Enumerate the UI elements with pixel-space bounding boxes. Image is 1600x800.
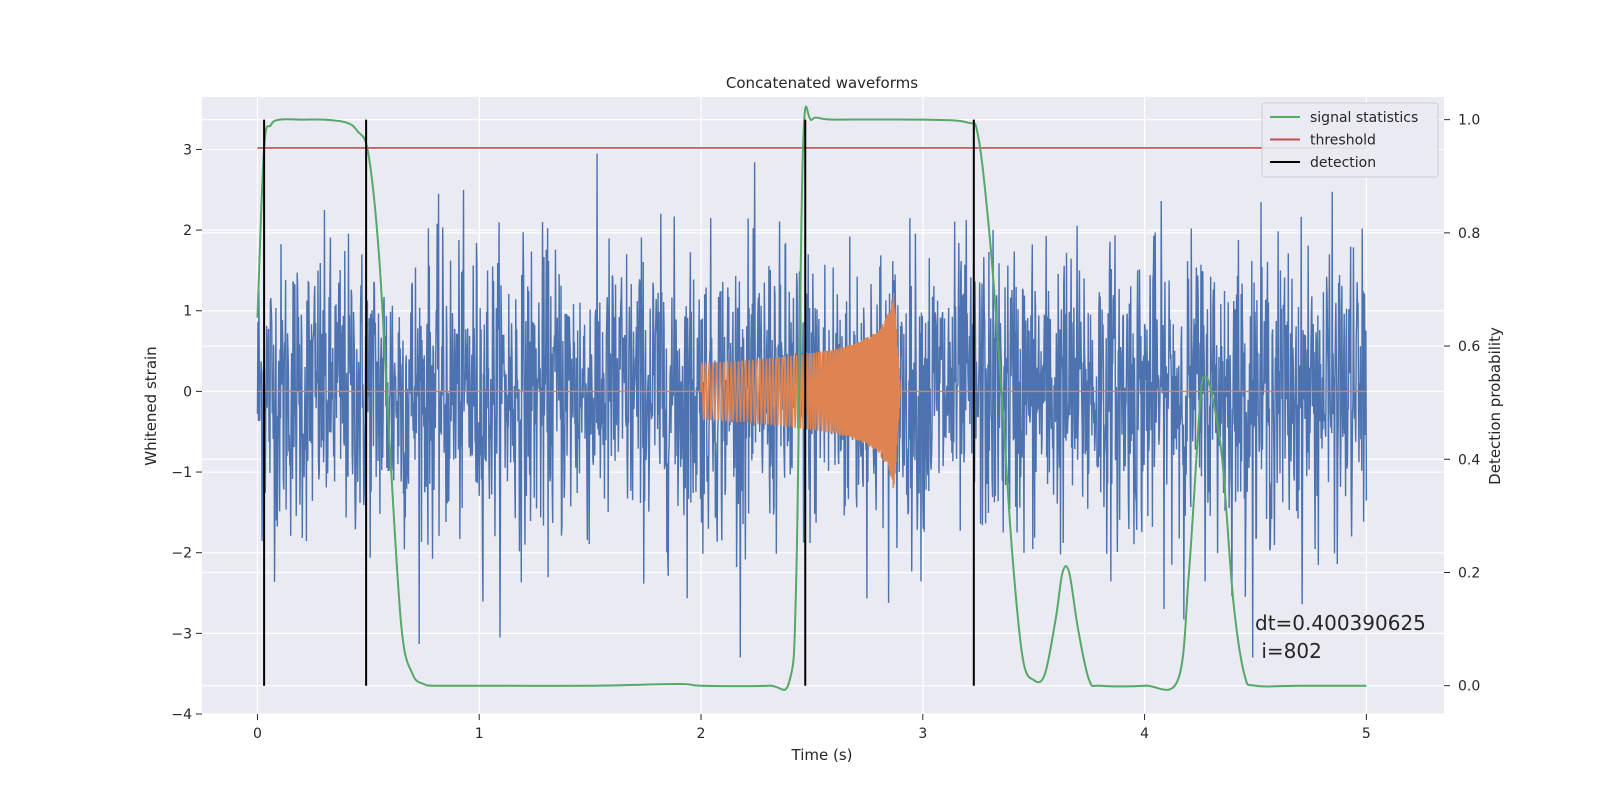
x-axis-label: Time (s) — [791, 746, 853, 764]
y-right-tick-label: 0.8 — [1458, 226, 1480, 242]
y-right-tick-label: 0.2 — [1458, 565, 1480, 581]
y-tick-label: 0 — [183, 384, 192, 400]
annotation-line-1: dt=0.400390625 — [1255, 611, 1426, 635]
x-tick-label: 5 — [1362, 726, 1371, 742]
waveform-series — [257, 292, 1367, 489]
plot-area — [256, 105, 1368, 691]
y-tick-label: −2 — [171, 546, 192, 562]
annotation: dt=0.400390625 i=802 — [1255, 611, 1426, 663]
annotation-line-2: i=802 — [1255, 639, 1322, 663]
chart-title: Concatenated waveforms — [726, 74, 918, 92]
strain-series — [256, 153, 1368, 658]
legend-box — [1261, 102, 1439, 178]
y-right-tick-label: 1.0 — [1458, 113, 1480, 129]
x-tick-label: 2 — [697, 726, 706, 742]
x-tick-label: 3 — [918, 726, 927, 742]
y-tick-label: −3 — [171, 626, 192, 642]
y-tick-label: 3 — [183, 142, 192, 158]
signal-statistics-series — [256, 105, 1367, 691]
legend: signal statistics threshold detection — [1261, 102, 1439, 178]
y-tick-label: 1 — [183, 304, 192, 320]
y-tick-label: −4 — [171, 707, 192, 723]
y-axis-label: Whitened strain — [142, 346, 160, 465]
axes: 0 1 2 3 4 5 −4 −3 −2 −1 0 1 2 3 0.0 0.2 0.4 0.6 0.8 1.0 — [171, 113, 1480, 742]
y-right-tick-label: 0.4 — [1458, 452, 1480, 468]
x-tick-label: 4 — [1140, 726, 1149, 742]
legend-label: threshold — [1310, 133, 1376, 149]
y-tick-label: 2 — [183, 223, 192, 239]
legend-label: signal statistics — [1310, 110, 1418, 126]
legend-label: detection — [1310, 155, 1376, 171]
y-right-tick-label: 0.0 — [1458, 679, 1480, 695]
y-axis-right-label: Detection probability — [1486, 327, 1504, 485]
x-tick-label: 0 — [253, 726, 262, 742]
y-tick-label: −1 — [171, 465, 192, 481]
y-right-tick-label: 0.6 — [1458, 339, 1480, 355]
x-tick-label: 1 — [475, 726, 484, 742]
